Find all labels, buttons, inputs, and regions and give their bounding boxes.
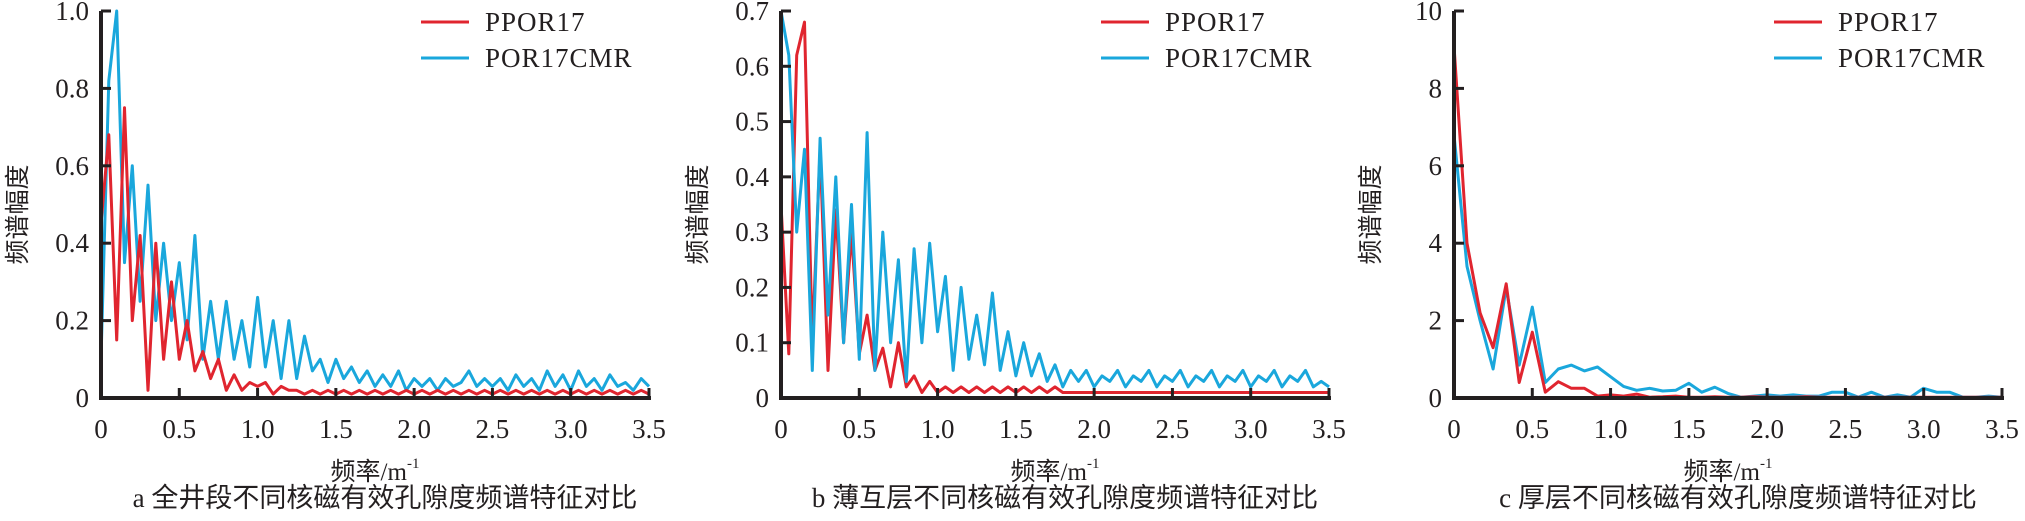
- y-axis-label: 频谱幅度: [1357, 164, 1385, 264]
- legend-label: PPOR17: [1838, 7, 1939, 37]
- panel-c: 0 2 4 6 8 10 0 0.5 1.0 1.5 2.0 2.5 3.0 3.5 频率/m-1 频谱幅度 c…: [1357, 0, 2019, 513]
- x-tick-label: 2.0: [1077, 414, 1111, 444]
- legend-label: PPOR17: [485, 7, 586, 37]
- x-tick-label: 1.0: [921, 414, 955, 444]
- y-tick-label: 1.0: [55, 0, 89, 26]
- x-axis-label: 频率/m-1: [331, 456, 420, 486]
- y-tick-label: 0.7: [735, 0, 769, 26]
- series-line-ppor17: [99, 106, 650, 396]
- legend-item-por17cmr: POR17CMR: [1774, 43, 1986, 73]
- series-line-por17cmr: [99, 9, 651, 392]
- y-tick-label: 0.3: [735, 217, 769, 247]
- legend-item-ppor17: PPOR17: [421, 7, 586, 37]
- series-line-por17cmr: [779, 10, 1330, 389]
- y-tick-label: 0.6: [55, 151, 89, 181]
- x-tick-label: 1.0: [1594, 414, 1628, 444]
- legend-item-por17cmr: POR17CMR: [1101, 43, 1313, 73]
- x-tick-label: 0.5: [842, 414, 876, 444]
- y-tick-label: 0.6: [735, 51, 769, 81]
- y-tick-label: 0: [1429, 383, 1443, 413]
- legend-item-ppor17: PPOR17: [1101, 7, 1266, 37]
- y-tick-label: 8: [1429, 73, 1443, 103]
- x-tick-label: 0: [1447, 414, 1461, 444]
- x-tick-label: 2.5: [1829, 414, 1863, 444]
- x-axis-label-superscript: -1: [1760, 456, 1773, 472]
- legend-label: POR17CMR: [1165, 43, 1313, 73]
- y-tick-label: 2: [1429, 306, 1443, 336]
- x-tick-label: 3.0: [1234, 414, 1268, 444]
- panel-caption: c 厚层不同核磁有效孔隙度频谱特征对比: [1499, 483, 1977, 513]
- x-tick-label: 3.0: [1907, 414, 1941, 444]
- x-tick-label: 0: [94, 414, 108, 444]
- x-tick-label: 3.5: [1312, 414, 1346, 444]
- legend-label: POR17CMR: [485, 43, 633, 73]
- y-tick-label: 0.5: [735, 107, 769, 137]
- y-tick-label: 6: [1429, 151, 1443, 181]
- y-tick-label: 0.4: [55, 228, 89, 258]
- y-tick-label: 0.4: [735, 162, 769, 192]
- x-tick-label: 0.5: [162, 414, 196, 444]
- x-axis-label-superscript: -1: [1087, 456, 1100, 472]
- x-tick-label: 1.5: [999, 414, 1033, 444]
- x-tick-label: 0.5: [1515, 414, 1549, 444]
- y-tick-label: 0.8: [55, 73, 89, 103]
- series-line-ppor17: [779, 20, 1329, 394]
- x-axis-label-superscript: -1: [407, 456, 420, 472]
- y-axis-label: 频谱幅度: [4, 164, 32, 264]
- x-tick-label: 3.5: [1985, 414, 2019, 444]
- x-tick-label: 2.0: [397, 414, 431, 444]
- x-axis-label: 频率/m-1: [1011, 456, 1100, 486]
- legend-item-por17cmr: POR17CMR: [421, 43, 633, 73]
- x-tick-label: 0: [774, 414, 788, 444]
- series-line-por17cmr: [1452, 134, 2002, 399]
- series-line-ppor17: [1452, 45, 2002, 399]
- panel-b: 0 0.1 0.2 0.3 0.4 0.5 0.6 0.7 0 0.5 1.0 1.5 2.0 2.5 3.…: [684, 0, 1346, 513]
- y-tick-label: 4: [1429, 228, 1443, 258]
- y-tick-label: 0.1: [735, 328, 769, 358]
- y-axis-label: 频谱幅度: [684, 164, 712, 264]
- y-tick-label: 0.2: [735, 272, 769, 302]
- x-tick-label: 2.5: [1156, 414, 1190, 444]
- x-tick-label: 1.0: [241, 414, 275, 444]
- y-tick-label: 0: [76, 383, 90, 413]
- legend-item-ppor17: PPOR17: [1774, 7, 1939, 37]
- x-tick-label: 3.0: [554, 414, 588, 444]
- panel-caption: a 全井段不同核磁有效孔隙度频谱特征对比: [133, 483, 638, 513]
- x-tick-label: 1.5: [1672, 414, 1706, 444]
- x-tick-label: 3.5: [632, 414, 666, 444]
- x-tick-label: 2.0: [1750, 414, 1784, 444]
- legend-label: POR17CMR: [1838, 43, 1986, 73]
- legend-label: PPOR17: [1165, 7, 1266, 37]
- y-tick-label: 0: [756, 383, 770, 413]
- x-tick-label: 1.5: [319, 414, 353, 444]
- x-tick-label: 2.5: [476, 414, 510, 444]
- y-tick-label: 0.2: [55, 306, 89, 336]
- panel-caption: b 薄互层不同核磁有效孔隙度频谱特征对比: [812, 483, 1318, 513]
- panel-a: 0 0.2 0.4 0.6 0.8 1.0 0 0.5 1.0 1.5 2.0 2.5 3.0 3.5 频率…: [4, 0, 666, 513]
- x-axis-label: 频率/m-1: [1684, 456, 1773, 486]
- y-tick-label: 10: [1415, 0, 1442, 26]
